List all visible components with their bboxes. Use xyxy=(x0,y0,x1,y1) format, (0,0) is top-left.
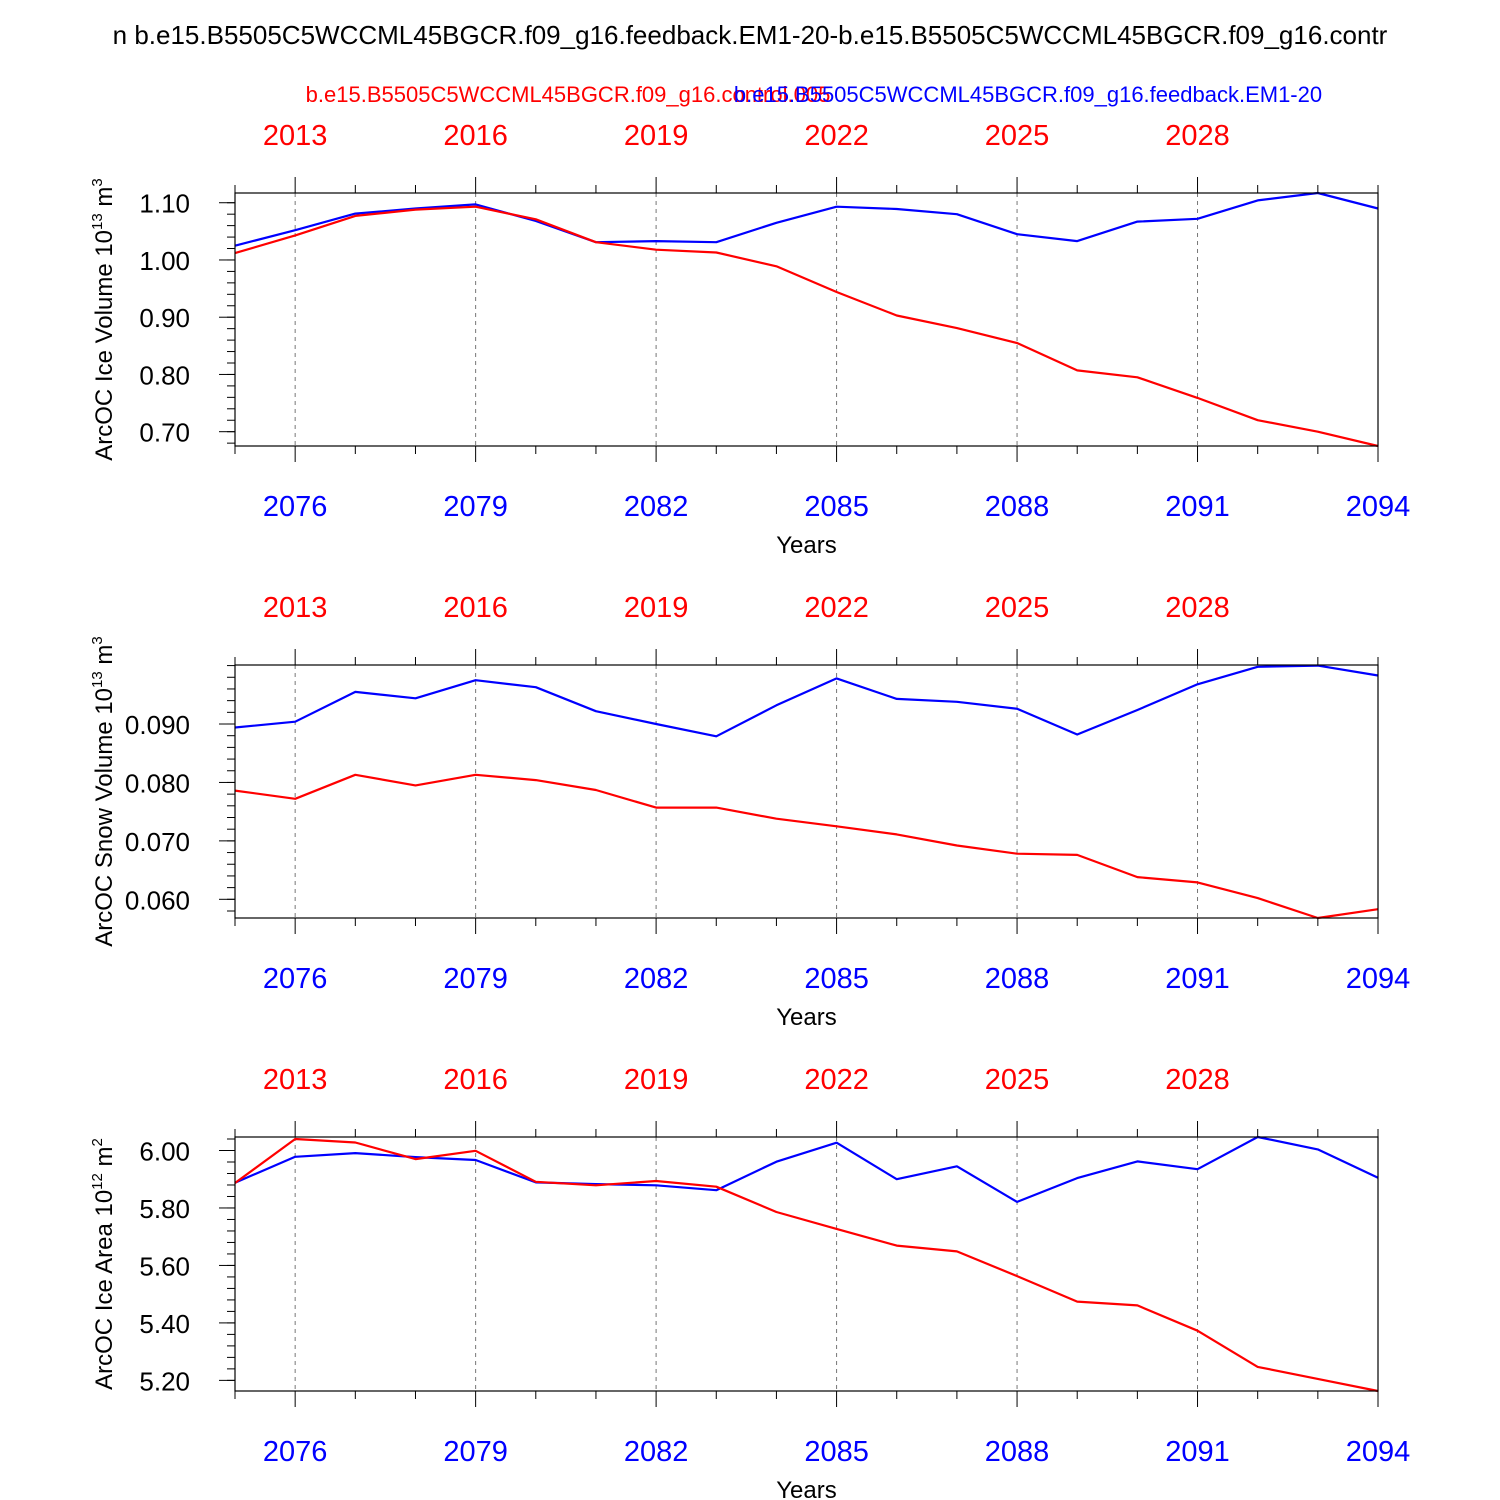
legend-red-label: b.e15.B5505C5WCCML45BGCR.f09_g16.control… xyxy=(306,82,831,107)
x-axis-title: Years xyxy=(776,1477,837,1500)
top-tick-label: 2016 xyxy=(443,592,508,624)
y-axis-title-unit-sup: 3 xyxy=(89,178,106,186)
y-axis-title-text: ArcOC Ice Area 10 xyxy=(91,1190,118,1390)
x-tick-label: 2085 xyxy=(804,963,869,995)
chart-panel-2: 2076 2079 2082 2085 2088 2091 2094 2013 2016 2019… xyxy=(89,592,1410,1031)
y-axis-title-sup: 13 xyxy=(89,671,106,688)
top-tick-label: 2019 xyxy=(624,120,689,152)
plot-frame xyxy=(234,1136,1379,1392)
y-tick-label: 5.60 xyxy=(139,1251,190,1281)
y-axis-title-unit: m xyxy=(91,645,118,672)
x-tick-label: 2085 xyxy=(804,491,869,523)
x-tick-label: 2094 xyxy=(1346,963,1411,995)
x-tick-label: 2082 xyxy=(624,1436,689,1468)
top-tick-label: 2013 xyxy=(263,592,328,624)
x-tick-label: 2076 xyxy=(263,491,328,523)
legend-blue-label: b.e15.B5505C5WCCML45BGCR.f09_g16.feedbac… xyxy=(734,82,1322,107)
series-line xyxy=(234,664,1379,738)
y-tick-label: 1.00 xyxy=(139,246,190,276)
x-tick-label: 2091 xyxy=(1165,491,1230,523)
plots-container: 2076 2079 2082 2085 2088 2091 2094 2013 2016 2019… xyxy=(89,120,1410,1500)
top-tick-label: 2028 xyxy=(1165,1064,1230,1096)
x-tick-label: 2088 xyxy=(985,491,1050,523)
x-tick-label: 2088 xyxy=(985,963,1050,995)
top-tick-label: 2025 xyxy=(985,592,1050,624)
x-tick-label: 2094 xyxy=(1346,491,1411,523)
series-line xyxy=(234,191,1379,247)
x-tick-label: 2091 xyxy=(1165,1436,1230,1468)
x-tick-label: 2085 xyxy=(804,1436,869,1468)
top-tick-label: 2013 xyxy=(263,120,328,152)
x-tick-label: 2094 xyxy=(1346,1436,1411,1468)
top-tick-label: 2022 xyxy=(804,120,869,152)
y-tick-label: 0.070 xyxy=(125,827,190,857)
plot-frame xyxy=(234,192,1379,447)
x-tick-label: 2091 xyxy=(1165,963,1230,995)
y-tick-label: 0.80 xyxy=(139,360,190,390)
series-line xyxy=(234,773,1379,920)
y-axis-title-unit-sup: 2 xyxy=(89,1138,106,1146)
top-tick-label: 2025 xyxy=(985,120,1050,152)
x-tick-label: 2076 xyxy=(263,963,328,995)
top-tick-label: 2016 xyxy=(443,120,508,152)
top-tick-label: 2019 xyxy=(624,592,689,624)
y-tick-label: 5.80 xyxy=(139,1194,190,1224)
y-tick-label: 1.10 xyxy=(139,189,190,219)
plot-frame xyxy=(234,664,1379,919)
y-tick-label: 0.70 xyxy=(139,418,190,448)
main-title: n b.e15.B5505C5WCCML45BGCR.f09_g16.feedb… xyxy=(113,20,1388,50)
y-tick-label: 0.080 xyxy=(125,768,190,798)
chart-panel-3: 2076 2079 2082 2085 2088 2091 2094 2013 2016 2019… xyxy=(89,1064,1410,1500)
y-axis-title: ArcOC Snow Volume 1013 m3 xyxy=(89,636,118,947)
y-axis-title-text: ArcOC Snow Volume 10 xyxy=(91,688,118,947)
x-tick-label: 2079 xyxy=(443,1436,508,1468)
x-axis-title: Years xyxy=(776,532,837,559)
top-tick-label: 2016 xyxy=(443,1064,508,1096)
top-tick-label: 2022 xyxy=(804,1064,869,1096)
y-tick-label: 0.090 xyxy=(125,710,190,740)
top-tick-label: 2022 xyxy=(804,592,869,624)
x-tick-label: 2088 xyxy=(985,1436,1050,1468)
y-tick-label: 5.20 xyxy=(139,1366,190,1396)
series-line xyxy=(234,1137,1379,1393)
y-axis-title: ArcOC Ice Volume 1013 m3 xyxy=(89,178,118,460)
y-tick-label: 6.00 xyxy=(139,1137,190,1167)
top-tick-label: 2013 xyxy=(263,1064,328,1096)
y-tick-label: 0.060 xyxy=(125,885,190,915)
y-axis-title-sup: 13 xyxy=(89,213,106,230)
y-axis-title: ArcOC Ice Area 1012 m2 xyxy=(89,1138,118,1390)
x-tick-label: 2082 xyxy=(624,491,689,523)
x-tick-label: 2079 xyxy=(443,491,508,523)
top-tick-label: 2028 xyxy=(1165,592,1230,624)
y-axis-title-text: ArcOC Ice Volume 10 xyxy=(91,230,118,461)
series-line xyxy=(234,1135,1379,1204)
y-axis-title-sup: 12 xyxy=(89,1173,106,1190)
y-axis-title-unit: m xyxy=(91,1146,118,1173)
y-tick-label: 5.40 xyxy=(139,1309,190,1339)
x-tick-label: 2082 xyxy=(624,963,689,995)
top-tick-label: 2028 xyxy=(1165,120,1230,152)
y-axis-title-unit: m xyxy=(91,187,118,214)
y-axis-title-unit-sup: 3 xyxy=(89,636,106,644)
series-line xyxy=(234,205,1379,448)
x-axis-title: Years xyxy=(776,1004,837,1031)
top-tick-label: 2025 xyxy=(985,1064,1050,1096)
x-tick-label: 2079 xyxy=(443,963,508,995)
x-tick-label: 2076 xyxy=(263,1436,328,1468)
y-tick-label: 0.90 xyxy=(139,303,190,333)
chart-panel-1: 2076 2079 2082 2085 2088 2091 2094 2013 2016 2019… xyxy=(89,120,1410,559)
top-tick-label: 2019 xyxy=(624,1064,689,1096)
